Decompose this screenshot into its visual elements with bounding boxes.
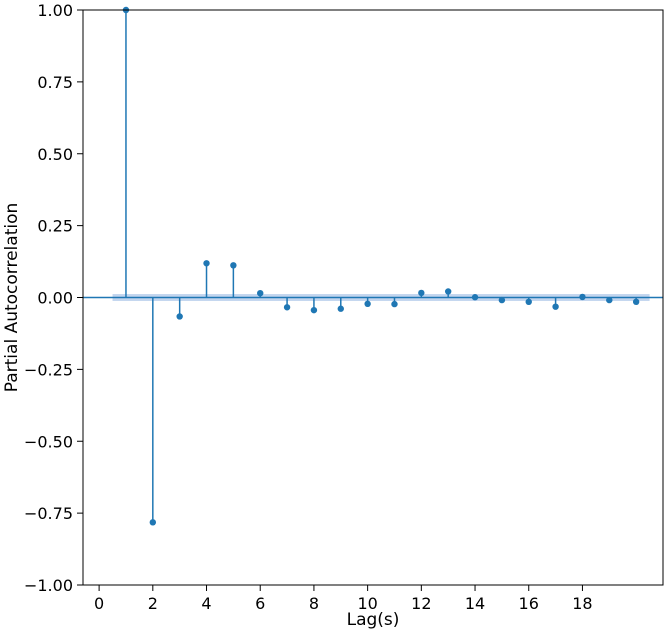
x-axis-title: Lag(s) bbox=[347, 610, 400, 630]
marker-lag-10 bbox=[364, 300, 371, 308]
y-tick-label: 0.25 bbox=[37, 217, 73, 236]
marker-lag-8 bbox=[310, 306, 318, 314]
marker-lag-12 bbox=[418, 289, 425, 297]
y-tick-label: 0.50 bbox=[37, 145, 73, 164]
y-tick-label: −0.25 bbox=[24, 360, 73, 379]
marker-lag-13 bbox=[444, 288, 452, 295]
x-tick-label: 12 bbox=[411, 594, 431, 613]
y-tick-label: 0.00 bbox=[37, 289, 73, 308]
x-axis-ticks: 0 2 4 6 8 10 12 14 16 18 bbox=[94, 585, 593, 613]
marker-lag-5 bbox=[230, 262, 237, 269]
x-tick-label: 4 bbox=[201, 594, 211, 613]
marker-lag-6 bbox=[257, 289, 264, 297]
x-tick-label: 2 bbox=[148, 594, 158, 613]
x-tick-label: 18 bbox=[572, 594, 592, 613]
marker-lag-17 bbox=[552, 303, 559, 310]
marker-lag-4 bbox=[203, 260, 210, 267]
marker-lag-15 bbox=[498, 296, 506, 304]
markers-layer bbox=[122, 6, 640, 526]
marker-lag-16 bbox=[525, 298, 532, 306]
y-tick-label: 1.00 bbox=[37, 1, 73, 20]
marker-lag-14 bbox=[471, 294, 479, 301]
x-tick-label: 6 bbox=[255, 594, 265, 613]
marker-lag-19 bbox=[606, 296, 613, 304]
y-tick-label: −0.75 bbox=[24, 504, 73, 523]
x-tick-label: 16 bbox=[519, 594, 539, 613]
x-tick-label: 0 bbox=[94, 594, 104, 613]
marker-lag-7 bbox=[283, 304, 291, 311]
marker-lag-18 bbox=[579, 293, 586, 301]
marker-lag-20 bbox=[632, 298, 640, 306]
y-tick-label: 0.75 bbox=[37, 73, 73, 92]
x-tick-label: 8 bbox=[309, 594, 319, 613]
x-tick-label: 14 bbox=[465, 594, 485, 613]
marker-lag-3 bbox=[176, 313, 183, 320]
marker-lag-11 bbox=[391, 300, 398, 308]
marker-lag-2 bbox=[149, 519, 157, 526]
y-axis-ticks: −1.00 −0.75 −0.50 −0.25 0.00 0.25 0.50 0.75 1.00 bbox=[24, 1, 83, 595]
marker-lag-9 bbox=[337, 305, 344, 312]
x-tick-label: 10 bbox=[357, 594, 377, 613]
y-tick-label: −1.00 bbox=[24, 576, 73, 595]
y-axis-title: Partial Autocorrelation bbox=[2, 203, 22, 393]
y-tick-label: −0.50 bbox=[24, 432, 73, 451]
